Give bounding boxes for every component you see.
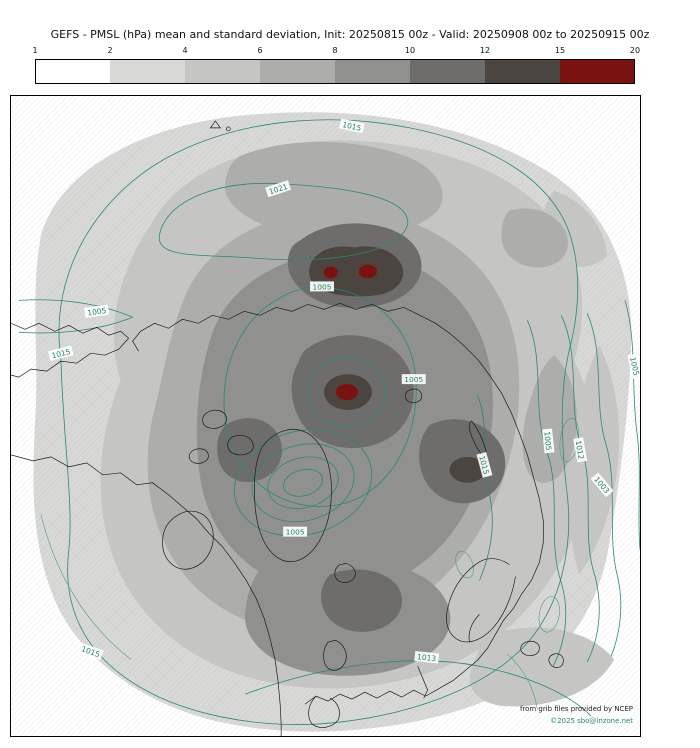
- high-uncertainty-spot: [335, 384, 358, 401]
- colorbar-tick: 20: [629, 46, 641, 55]
- colorbar-tick: 15: [554, 46, 566, 55]
- colorbar-tick: 4: [182, 46, 188, 55]
- svg-text:1015: 1015: [342, 120, 363, 133]
- contour-label: 1012: [573, 437, 588, 463]
- contour-label: 1005: [401, 374, 426, 384]
- weather-map: 1015 1021 1005 1005 1015 1005 1015 1005 …: [10, 95, 641, 737]
- svg-text:1013: 1013: [417, 652, 437, 663]
- colorbar: [35, 59, 635, 84]
- colorbar-segment: [485, 59, 560, 84]
- contour-label: 1015: [339, 118, 365, 134]
- colorbar-tick: 2: [107, 46, 113, 55]
- colorbar-segment: [410, 59, 485, 84]
- colorbar-segment: [185, 59, 260, 84]
- svg-text:1005: 1005: [286, 528, 305, 537]
- high-uncertainty-spot: [324, 266, 338, 279]
- colorbar-frame: [35, 59, 635, 84]
- stddev-shading: [11, 96, 640, 736]
- svg-text:1005: 1005: [87, 306, 107, 318]
- page-title: GEFS - PMSL (hPa) mean and standard devi…: [50, 28, 650, 41]
- colorbar-segment: [110, 59, 185, 84]
- colorbar-tick: 10: [404, 46, 416, 55]
- colorbar-tick: 6: [257, 46, 263, 55]
- colorbar-tick: 12: [479, 46, 491, 55]
- high-uncertainty-spot: [358, 264, 377, 279]
- colorbar-tick: 8: [332, 46, 338, 55]
- contour-label: 1005: [627, 353, 640, 379]
- pressure-contours: [18, 119, 640, 725]
- small-island-marker: [225, 126, 231, 132]
- coastlines: [11, 120, 564, 736]
- colorbar-segment: [35, 59, 110, 84]
- colorbar-segment: [560, 59, 635, 84]
- svg-text:1005: 1005: [628, 356, 640, 377]
- colorbar-segment: [260, 59, 335, 84]
- colorbar-tick: 1: [32, 46, 38, 55]
- colorbar-ticks: 1 2 4 6 8 10 12 15 20: [32, 46, 640, 57]
- svg-text:1005: 1005: [404, 375, 423, 384]
- contour-label: 1013: [414, 651, 440, 664]
- credit-ncep: from grib files provided by NCEP: [520, 705, 633, 713]
- contour-label: 1005: [310, 281, 334, 291]
- svg-text:1005: 1005: [313, 282, 332, 291]
- contour-label: 1005: [283, 526, 308, 537]
- svg-text:1005: 1005: [542, 431, 553, 451]
- contour-label: 1005: [542, 428, 555, 454]
- small-island-marker: [209, 120, 222, 129]
- contour-label: 1005: [84, 304, 110, 318]
- svg-text:1012: 1012: [574, 440, 586, 460]
- colorbar-segment: [335, 59, 410, 84]
- credit-copyright: ©2025 sbo@inzone.net: [550, 717, 633, 725]
